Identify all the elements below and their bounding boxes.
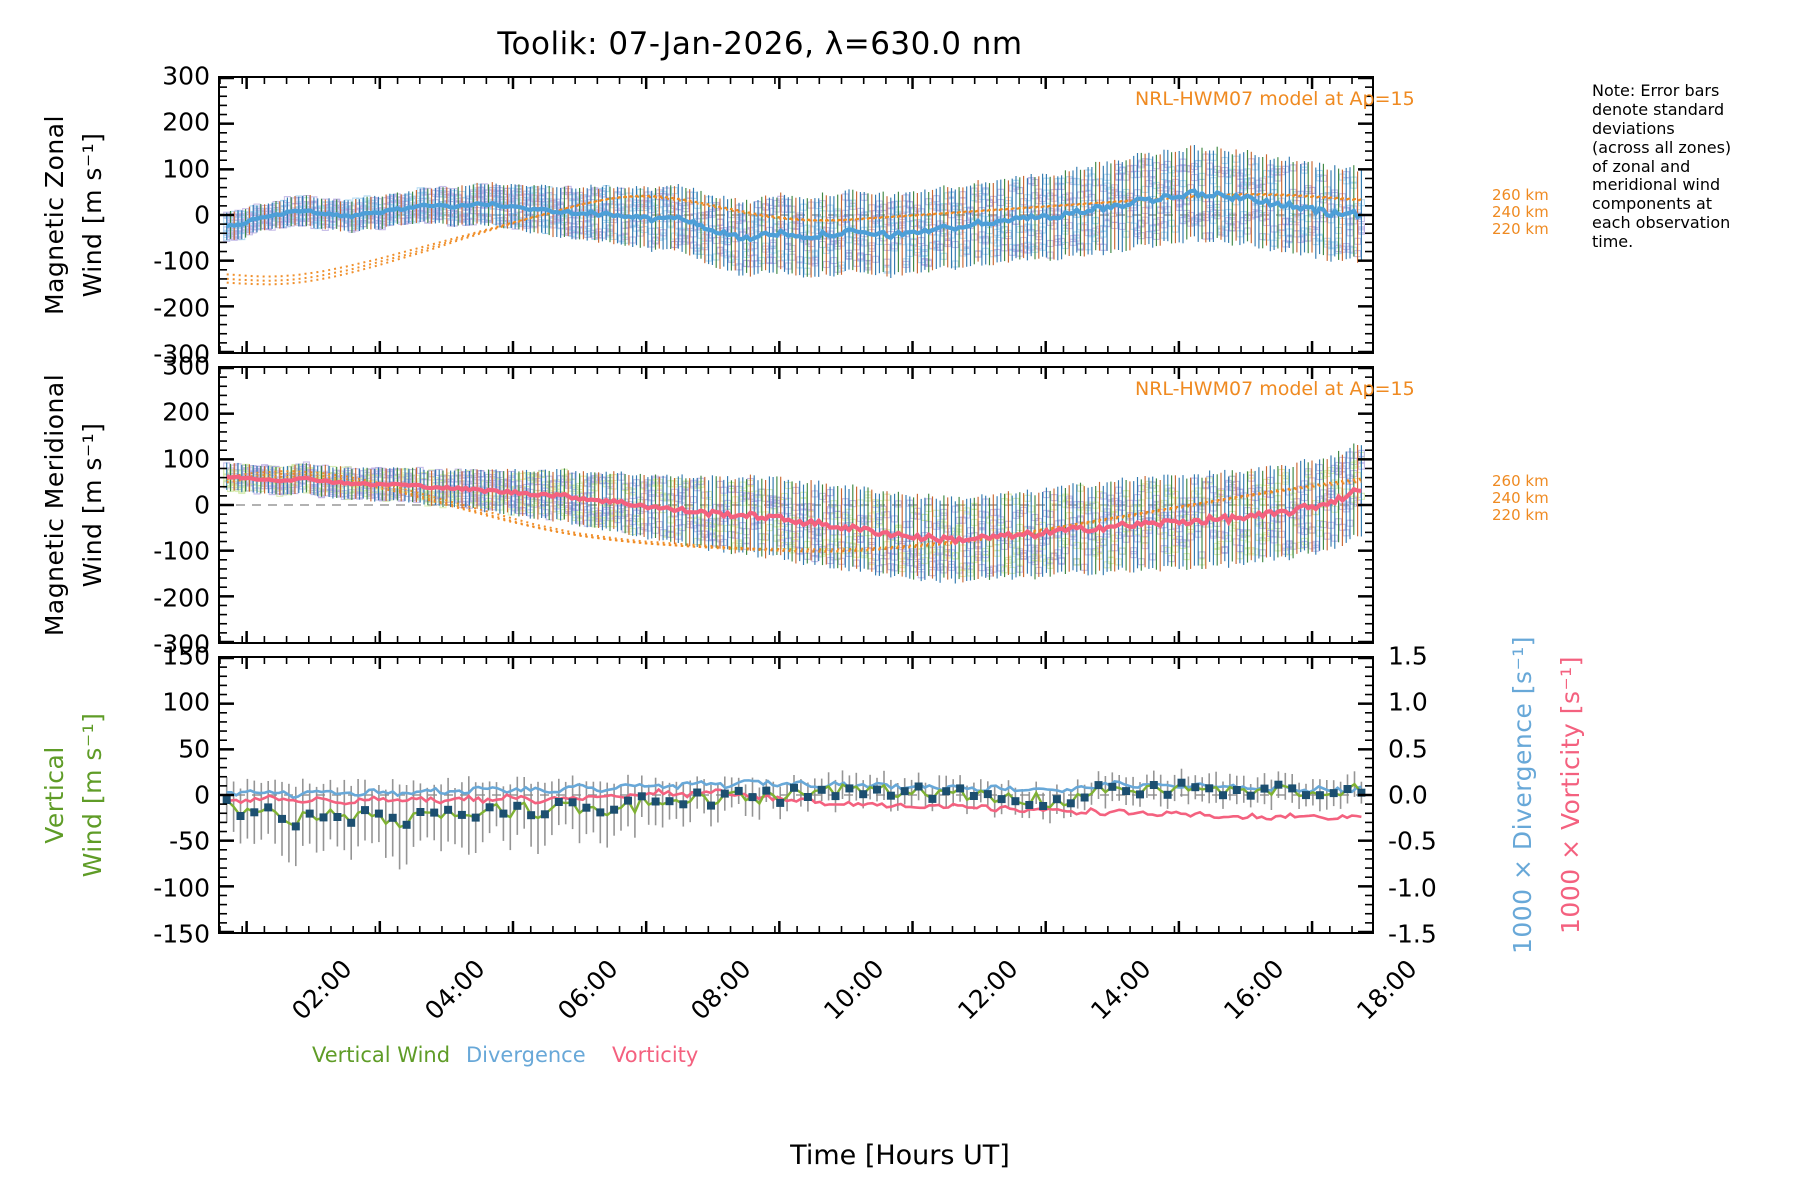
- x-tick-0200: 02:00: [285, 954, 358, 1026]
- yticks-vert-tick: 100: [162, 687, 210, 717]
- altitude-label: 260 km: [1492, 472, 1549, 490]
- yticks-vert-right-tick: 0.5: [1388, 734, 1428, 764]
- x-tick-1000: 10:00: [818, 954, 890, 1026]
- vertical-axis-label-line1-text: Vertical: [40, 746, 69, 844]
- x-tick-0800: 08:00: [685, 954, 757, 1026]
- x-tick-1200: 12:00: [951, 954, 1024, 1026]
- yticks-vert-right-tick: -1.5: [1388, 919, 1437, 949]
- yticks-merid-tick: -300: [153, 629, 210, 659]
- yticks-vert-right-tick: 1.5: [1388, 641, 1428, 671]
- x-tick-1800: 18:00: [1351, 954, 1423, 1026]
- zonal-model-legend: NRL-HWM07 model at Ap=15: [1135, 88, 1415, 110]
- figure-title: Toolik: 07-Jan-2026, λ=630.0 nm: [497, 26, 1023, 62]
- meridional-plot-canvas: [220, 368, 1372, 642]
- error-bar-note: Note: Error bars denote standard deviati…: [1592, 81, 1732, 251]
- legend-divergence: Divergence: [466, 1043, 586, 1067]
- yticks-vert-right-tick: 1.0: [1388, 687, 1428, 717]
- yticks-merid-tick: -200: [153, 583, 210, 613]
- x-tick-1400: 14:00: [1084, 954, 1157, 1026]
- vertical-plot-canvas: [220, 658, 1372, 932]
- yticks-zonal-tick: 100: [162, 154, 210, 184]
- panel-vertical-wind: [218, 656, 1374, 934]
- zonal-y-tick-labels: 300 200 100 0 -100 -200 -300: [90, 62, 210, 369]
- yticks-merid-tick: 200: [162, 397, 210, 427]
- vorticity-axis-label-text: 1000 × Vorticity [s⁻¹]: [1556, 656, 1585, 934]
- zonal-plot-canvas: [220, 78, 1372, 352]
- x-axis-title: Time [Hours UT]: [790, 1140, 1010, 1171]
- yticks-merid-tick: -100: [153, 536, 210, 566]
- yticks-merid-tick: 100: [162, 444, 210, 474]
- yticks-vert-tick: 150: [162, 641, 210, 671]
- vertical-y-tick-labels: 150 100 50 0 -50 -100 -150: [90, 642, 210, 949]
- yticks-vert-right-tick: 0.0: [1388, 780, 1428, 810]
- divergence-axis-label-text: 1000 × Divergence [s⁻¹]: [1508, 635, 1537, 955]
- yticks-vert-tick: 0: [194, 780, 210, 810]
- yticks-zonal-tick: 300: [162, 61, 210, 91]
- vertical-right-y-tick-labels: 1.5 1.0 0.5 0.0 -0.5 -1.0 -1.5: [1388, 642, 1478, 949]
- altitude-label: 260 km: [1492, 186, 1549, 204]
- yticks-vert-tick: -50: [169, 826, 210, 856]
- zonal-axis-label-line1-text: Magnetic Zonal: [40, 115, 69, 315]
- altitude-label: 220 km: [1492, 506, 1549, 524]
- yticks-vert-right-tick: -1.0: [1388, 873, 1437, 903]
- yticks-vert-right-tick: -0.5: [1388, 826, 1437, 856]
- meridional-axis-label-line1-text: Magnetic Meridional: [40, 373, 69, 637]
- yticks-zonal-tick: 200: [162, 107, 210, 137]
- x-tick-1600: 16:00: [1217, 954, 1290, 1026]
- yticks-vert-tick: -100: [153, 873, 210, 903]
- altitude-label: 240 km: [1492, 203, 1549, 221]
- x-tick-0600: 06:00: [552, 954, 624, 1026]
- legend-vertical-wind: Vertical Wind: [312, 1043, 451, 1067]
- panel-magnetic-meridional-wind: [218, 366, 1374, 644]
- yticks-zonal-tick: -100: [153, 246, 210, 276]
- yticks-merid-tick: 300: [162, 351, 210, 381]
- meridional-y-tick-labels: 300 200 100 0 -100 -200 -300: [90, 352, 210, 659]
- x-tick-0400: 04:00: [418, 954, 491, 1026]
- panel-magnetic-zonal-wind: [218, 76, 1374, 354]
- yticks-vert-tick: -150: [153, 919, 210, 949]
- yticks-zonal-tick: -200: [153, 293, 210, 323]
- yticks-zonal-tick: 0: [194, 200, 210, 230]
- x-axis-tick-labels: 02:00 04:00 06:00 08:00 10:00 12:00 14:00 16:00…: [0, 940, 1800, 1025]
- yticks-vert-tick: 50: [178, 734, 210, 764]
- legend-vorticity: Vorticity: [612, 1043, 699, 1067]
- yticks-merid-tick: 0: [194, 490, 210, 520]
- altitude-label: 240 km: [1492, 489, 1549, 507]
- yticks-zonal-tick: -300: [153, 339, 210, 369]
- altitude-label: 220 km: [1492, 220, 1549, 238]
- meridional-model-legend: NRL-HWM07 model at Ap=15: [1135, 378, 1415, 400]
